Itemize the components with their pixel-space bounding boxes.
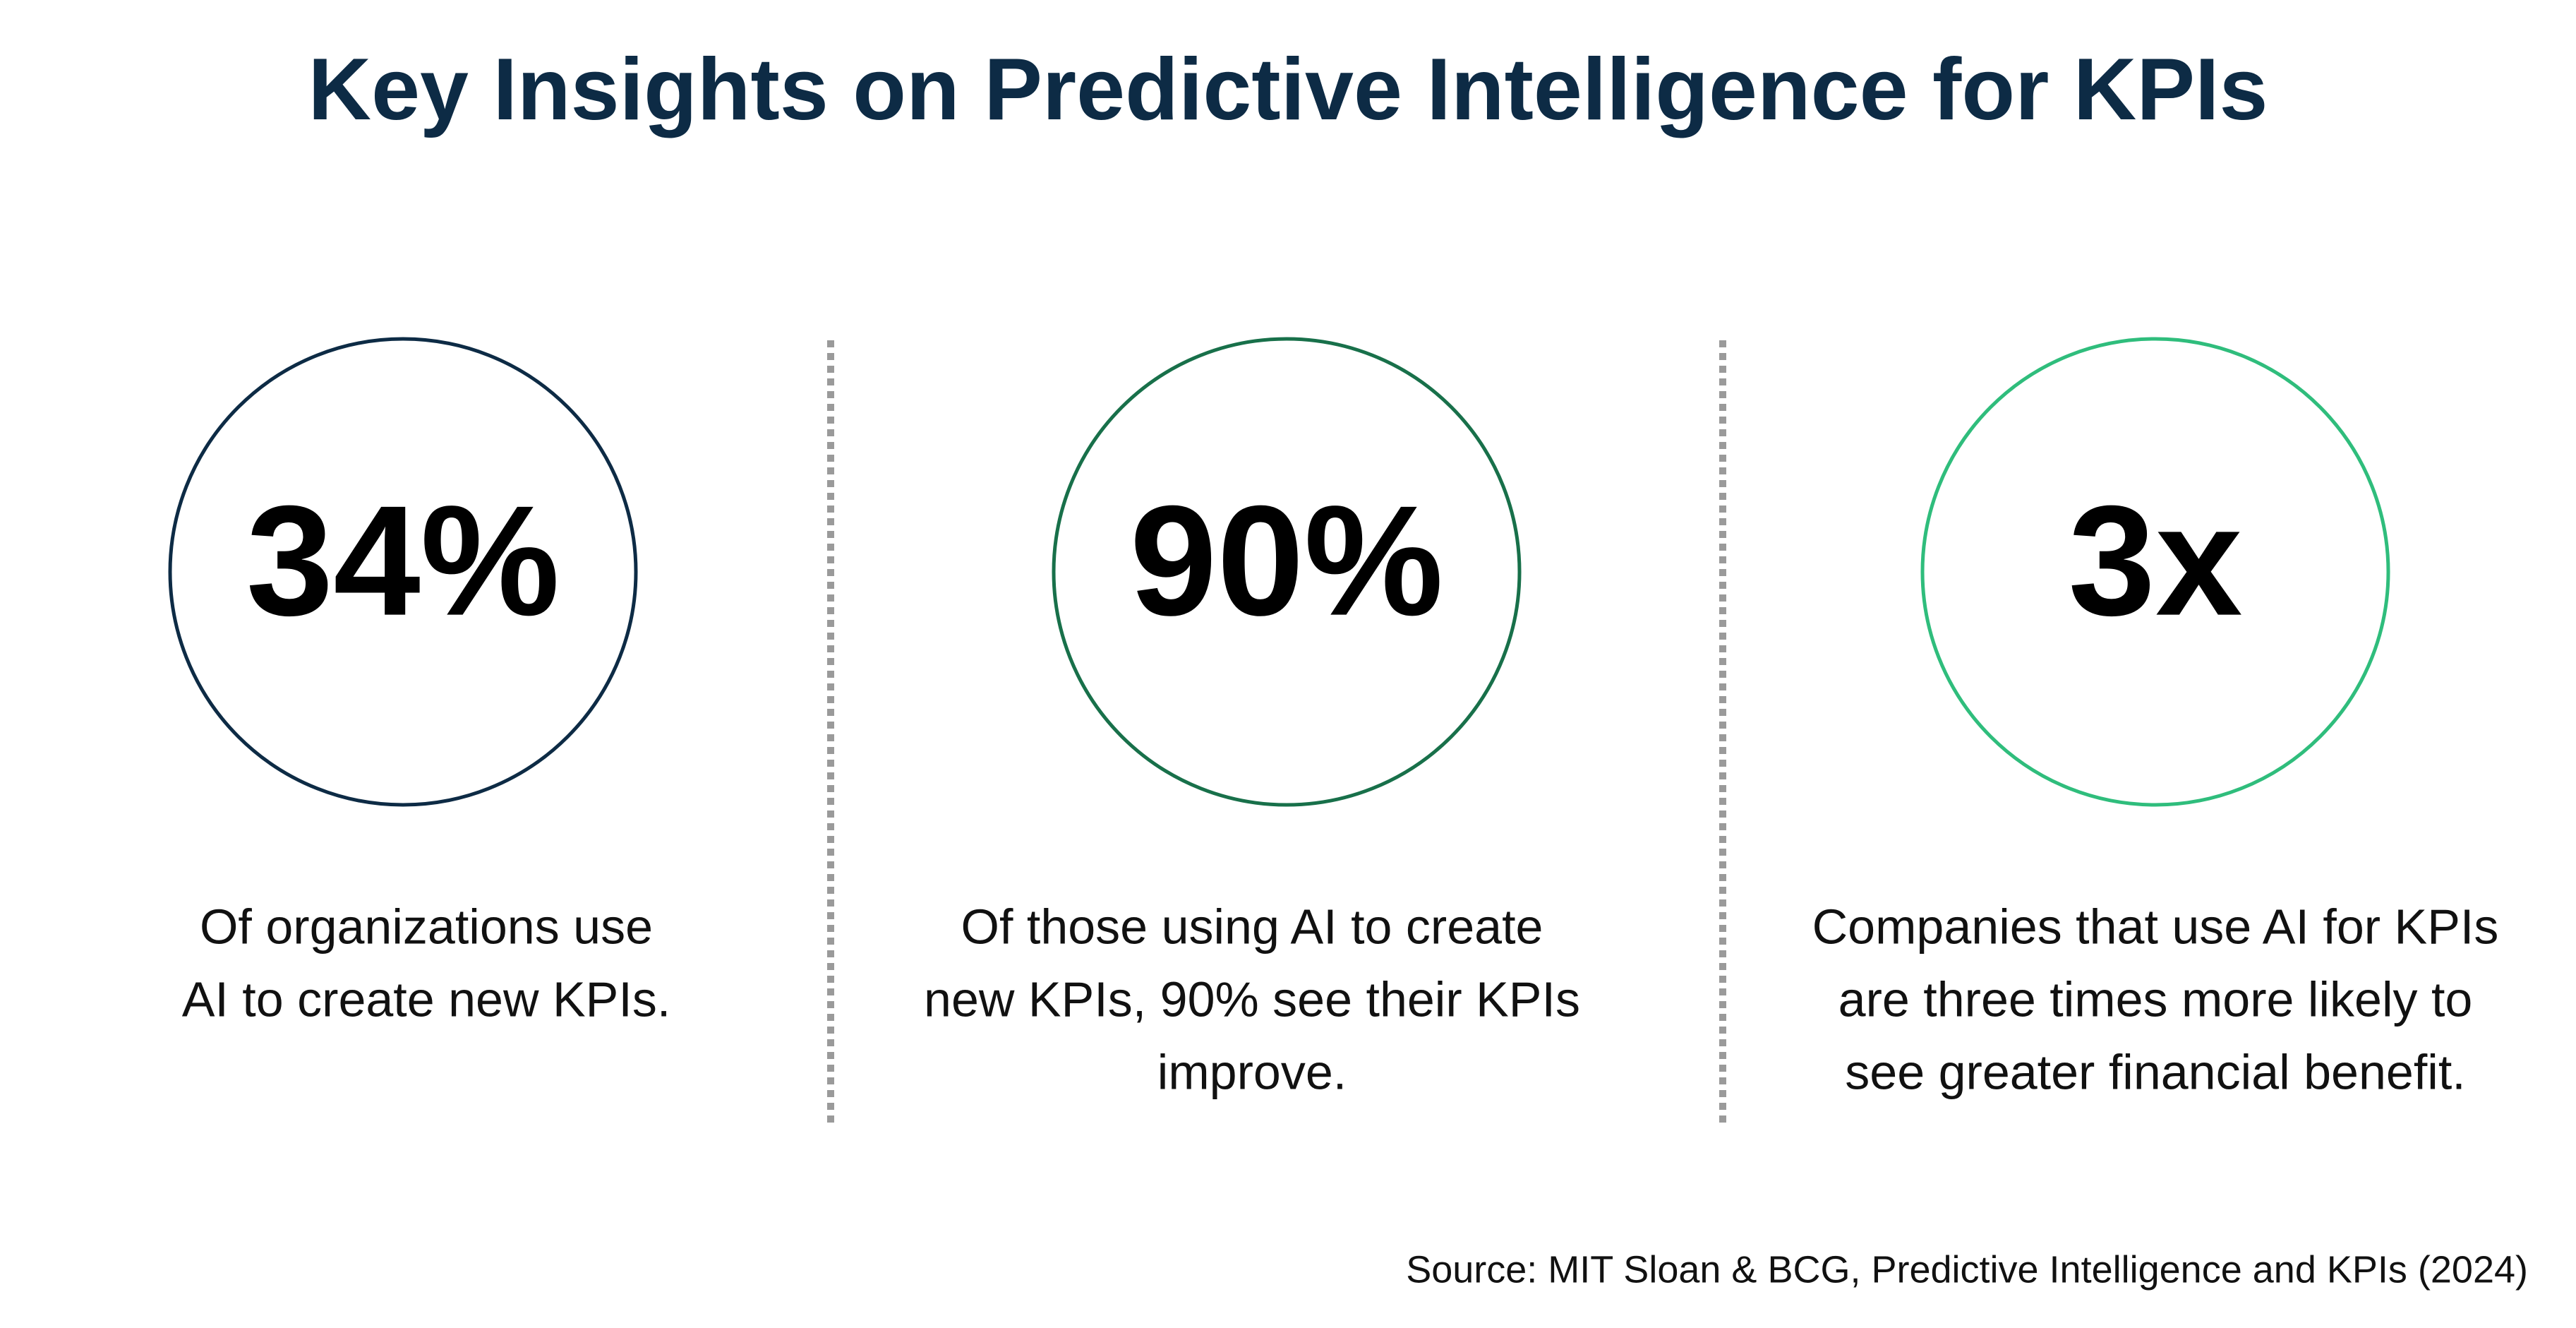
title: Key Insights on Predictive Intelligence … <box>308 41 2268 138</box>
stat-description: AI to create new KPIs. <box>182 971 671 1027</box>
stat-circle <box>1052 337 1522 807</box>
stat-description: Companies that use AI for KPIs <box>1812 899 2499 954</box>
stat-circle <box>168 337 638 807</box>
stat-description: Of organizations use <box>200 899 653 954</box>
stat-circle <box>1920 337 2390 807</box>
source: Source: MIT Sloan & BCG, Predictive Inte… <box>1406 1248 2528 1291</box>
stat-description: are three times more likely to <box>1838 971 2473 1027</box>
stat-value: 34% <box>246 474 560 649</box>
stat-description: improve. <box>1157 1044 1347 1099</box>
stat-description: new KPIs, 90% see their KPIs <box>924 971 1580 1027</box>
stat-value: 3x <box>2069 474 2243 649</box>
stat-description: Of those using AI to create <box>961 899 1543 954</box>
stat-value: 90% <box>1130 474 1443 649</box>
stat-description: see greater financial benefit. <box>1845 1044 2465 1099</box>
